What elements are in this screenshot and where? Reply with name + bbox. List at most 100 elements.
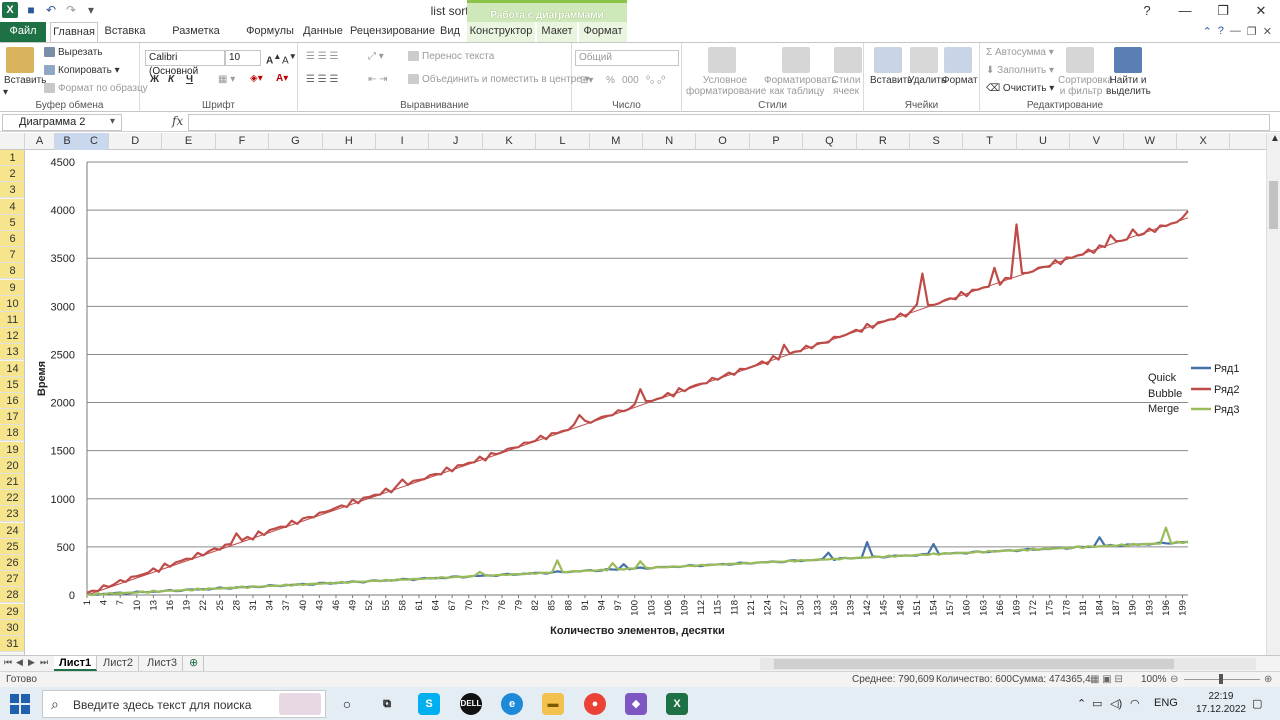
zoom-level[interactable]: 100%	[1141, 674, 1167, 685]
column-header[interactable]: S	[910, 133, 964, 150]
column-header[interactable]: V	[1070, 133, 1124, 150]
column-header[interactable]: K	[483, 133, 537, 150]
format-as-table-icon[interactable]	[782, 47, 810, 73]
row-header[interactable]: 26	[0, 555, 24, 571]
row-header[interactable]: 19	[0, 441, 24, 458]
edge-icon[interactable]: e	[501, 693, 523, 715]
tray-volume-icon[interactable]: ◁)	[1110, 698, 1123, 710]
scroll-up-icon[interactable]: ▲	[1270, 133, 1280, 144]
row-header[interactable]: 17	[0, 409, 24, 426]
restore-button[interactable]: ❐	[1217, 3, 1229, 18]
cell-styles-button[interactable]: Стили ячеек	[831, 75, 861, 97]
merge-center-button[interactable]: Объединить и поместить в центре ▾	[408, 74, 590, 85]
task-view-icon[interactable]: ⧉	[383, 698, 391, 710]
column-header[interactable]: N	[643, 133, 697, 150]
horizontal-scrollbar[interactable]	[760, 658, 1256, 670]
workbook-restore-icon[interactable]: ❐	[1246, 26, 1257, 38]
row-header[interactable]: 21	[0, 474, 24, 490]
sort-filter-button[interactable]: Сортировка и фильтр	[1058, 75, 1113, 97]
first-sheet-icon[interactable]: ⏮	[4, 657, 13, 667]
save-icon[interactable]: ■	[27, 3, 35, 17]
help-circle-icon[interactable]: ?	[1217, 25, 1224, 37]
vertical-scroll-thumb[interactable]	[1269, 181, 1278, 229]
paste-dropdown-icon[interactable]: ▾	[3, 87, 9, 98]
taskbar-search-box[interactable]: ⌕ Введите здесь текст для поиска	[42, 690, 326, 718]
currency-icon[interactable]: ⊞▾	[580, 75, 594, 86]
indent-icon[interactable]: ⇤ ⇥	[368, 74, 388, 85]
row-header[interactable]: 12	[0, 328, 24, 345]
undo-icon[interactable]: ↶	[45, 3, 57, 17]
insert-function-button[interactable]: fx	[172, 114, 184, 128]
align-top-icon[interactable]: ☰ ☰ ☰	[306, 51, 339, 62]
cortana-icon[interactable]: ○	[342, 696, 352, 712]
prev-sheet-icon[interactable]: ◀	[16, 657, 23, 667]
row-header[interactable]: 24	[0, 522, 24, 539]
row-header[interactable]: 27	[0, 571, 24, 588]
clear-button[interactable]: ⌫ Очистить ▾	[986, 83, 1055, 94]
sheet-tab-1[interactable]: Лист1	[54, 656, 98, 671]
copy-button[interactable]: Копировать ▾	[44, 65, 120, 76]
row-header[interactable]: 4	[0, 198, 24, 215]
row-header[interactable]: 30	[0, 619, 24, 636]
column-header[interactable]: M	[590, 133, 643, 150]
shrink-font-icon[interactable]: A▼	[282, 51, 297, 67]
orientation-icon[interactable]: ⤢ ▾	[368, 51, 384, 62]
insert-cells-button[interactable]: Вставить	[870, 75, 913, 86]
percent-button[interactable]: %	[606, 75, 615, 86]
tab-page-layout[interactable]: Разметка страницы	[171, 25, 220, 56]
tray-chevron-icon[interactable]: ⌃	[1077, 698, 1087, 710]
last-sheet-icon[interactable]: ⏭	[40, 657, 49, 667]
tab-layout[interactable]: Макет	[537, 22, 577, 42]
row-header[interactable]: 1	[0, 150, 24, 166]
taskbar-clock[interactable]: 22:19 17.12.2022	[1196, 690, 1246, 716]
column-header[interactable]: A	[25, 133, 55, 150]
minimize-ribbon-icon[interactable]: ⌃	[1202, 26, 1212, 38]
file-explorer-icon[interactable]: ▬	[542, 693, 564, 715]
row-header[interactable]: 5	[0, 214, 24, 231]
tray-wifi-icon[interactable]: ◠	[1130, 698, 1140, 710]
column-header[interactable]: Q	[803, 133, 857, 150]
tab-home[interactable]: Главная	[50, 22, 98, 43]
insert-cells-icon[interactable]	[874, 47, 902, 73]
chrome-icon[interactable]: ●	[584, 693, 606, 715]
row-header[interactable]: 28	[0, 587, 24, 604]
borders-icon[interactable]: ▦ ▾	[218, 74, 236, 85]
format-as-table-button[interactable]: Форматировать как таблицу	[764, 75, 837, 97]
column-header[interactable]: F	[216, 133, 270, 150]
row-header[interactable]: 22	[0, 490, 24, 507]
column-header[interactable]: H	[323, 133, 376, 150]
close-button[interactable]: ✕	[1255, 3, 1267, 18]
skype-icon[interactable]: S	[418, 693, 440, 715]
column-header[interactable]: W	[1124, 133, 1177, 150]
align-left-icon[interactable]: ☰ ☰ ☰	[306, 74, 339, 85]
tab-format[interactable]: Формат	[579, 22, 627, 42]
tab-design[interactable]: Конструктор	[467, 22, 535, 42]
row-header[interactable]: 14	[0, 360, 24, 377]
row-header[interactable]: 23	[0, 506, 24, 523]
tab-review[interactable]: Рецензирование	[350, 25, 435, 37]
row-header[interactable]: 16	[0, 393, 24, 409]
row-header[interactable]: 29	[0, 603, 24, 620]
row-header[interactable]: 2	[0, 166, 24, 183]
row-header[interactable]: 8	[0, 263, 24, 280]
excel-taskbar-icon[interactable]: X	[666, 693, 688, 715]
visual-studio-icon[interactable]: ◆	[625, 693, 647, 715]
autosum-button[interactable]: Σ Автосумма ▾	[986, 47, 1054, 58]
wrap-text-button[interactable]: Перенос текста	[408, 51, 494, 62]
workbook-close-icon[interactable]: ✕	[1262, 26, 1272, 38]
sheet-tab-2[interactable]: Лист2	[98, 656, 140, 671]
fill-button[interactable]: ⬇ Заполнить ▾	[986, 65, 1055, 76]
column-header[interactable]: X	[1177, 133, 1231, 150]
zoom-in-icon[interactable]: ⊕	[1264, 674, 1273, 685]
customize-qat-icon[interactable]: ▾	[87, 3, 95, 17]
zoom-slider-thumb[interactable]	[1219, 674, 1223, 684]
tray-language[interactable]: ENG	[1154, 697, 1178, 709]
row-header[interactable]: 25	[0, 538, 24, 555]
row-header[interactable]: 18	[0, 425, 24, 442]
column-header[interactable]: D	[109, 133, 163, 150]
formula-input[interactable]	[188, 114, 1270, 131]
column-header[interactable]: P	[750, 133, 804, 150]
tray-network-icon[interactable]: ▭	[1092, 698, 1103, 710]
underline-button[interactable]: Ч	[186, 74, 194, 85]
row-header[interactable]: 20	[0, 457, 24, 474]
